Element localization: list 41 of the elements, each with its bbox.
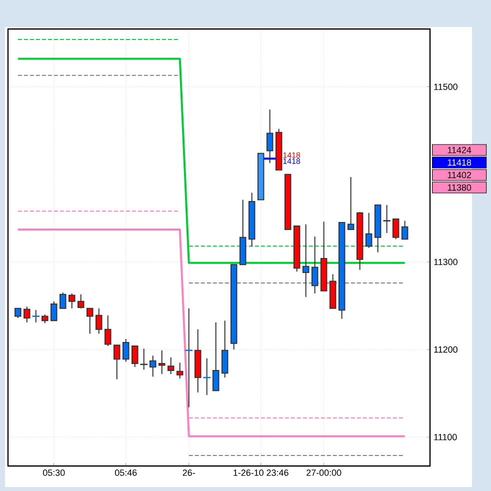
candlestick bbox=[131, 346, 138, 368]
y-tick-label: 11200 bbox=[434, 346, 458, 353]
candlestick bbox=[14, 308, 22, 318]
candlestick bbox=[24, 306, 30, 323]
candlestick bbox=[401, 220, 408, 240]
text: 11418 bbox=[448, 159, 472, 166]
candlestick bbox=[68, 292, 76, 309]
x-tick-label: 26- bbox=[182, 470, 195, 476]
candlestick bbox=[60, 292, 66, 309]
candlestick bbox=[212, 322, 220, 392]
candlestick bbox=[382, 204, 392, 234]
candlestick bbox=[32, 310, 40, 323]
y-tick-label: 11300 bbox=[434, 258, 458, 266]
candlestick bbox=[176, 362, 184, 379]
candlestick bbox=[392, 218, 400, 240]
candlestick bbox=[221, 320, 228, 378]
candlestick bbox=[149, 355, 156, 378]
candlestick bbox=[86, 308, 94, 334]
candlestick bbox=[347, 176, 354, 230]
x-tick-label: 1-26-10 23:46 bbox=[234, 470, 288, 476]
candlestick bbox=[158, 350, 166, 375]
y-tick-label: 11100 bbox=[434, 434, 457, 440]
candlestick bbox=[302, 224, 310, 298]
text: 11402 bbox=[448, 172, 471, 178]
candlestick bbox=[266, 109, 274, 164]
x-tick-label: 05:30 bbox=[43, 470, 65, 476]
candlestick bbox=[114, 344, 120, 380]
text: 11380 bbox=[448, 184, 472, 191]
candlestick bbox=[78, 294, 84, 309]
candlestick bbox=[50, 300, 58, 322]
x-tick-label: 05:46 bbox=[115, 470, 137, 476]
y-tick-label: 11500 bbox=[434, 84, 458, 90]
candlestick bbox=[184, 308, 194, 408]
candlestick bbox=[167, 356, 174, 375]
candlestick bbox=[104, 314, 112, 347]
candlestick bbox=[96, 308, 102, 334]
candlestick bbox=[365, 212, 372, 248]
x-tick-label: 27-00:00 bbox=[306, 470, 342, 476]
text: 11424 bbox=[448, 146, 472, 154]
candlestick bbox=[122, 338, 130, 362]
candlestick bbox=[311, 236, 318, 294]
